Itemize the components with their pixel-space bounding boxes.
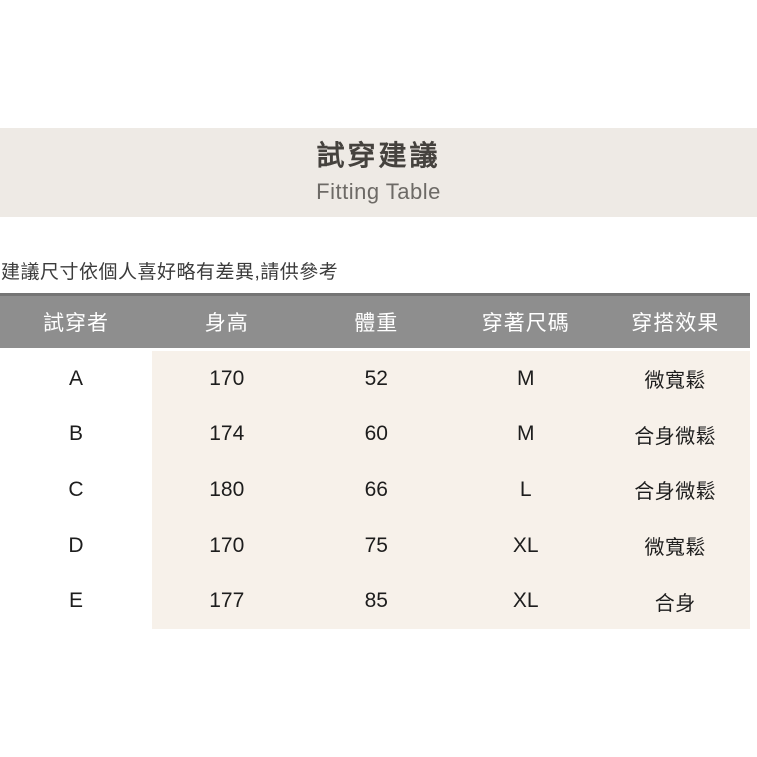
height-cell: 170 (152, 351, 302, 407)
table-header-row: 試穿者 身高 體重 穿著尺碼 穿搭效果 (0, 293, 750, 348)
size-note: 建議尺寸依個人喜好略有差異,請供參考 (1, 262, 339, 283)
wearer-cell: E (0, 573, 152, 629)
table-row: D 170 75 XL 微寬鬆 (0, 517, 750, 574)
height-cell: 170 (152, 517, 302, 574)
height-cell: 180 (152, 462, 302, 518)
weight-cell: 75 (301, 517, 451, 574)
fitting-table: 試穿者 身高 體重 穿著尺碼 穿搭效果 A 170 52 M 微寬鬆 B 174… (0, 293, 750, 629)
wearer-cell: A (0, 351, 152, 407)
column-header-size: 穿著尺碼 (481, 312, 570, 335)
table-row: E 177 85 XL 合身 (0, 573, 750, 629)
weight-cell: 60 (301, 406, 451, 463)
column-header-height: 身高 (204, 312, 249, 335)
wearer-cell: B (0, 406, 152, 463)
height-cell: 174 (152, 406, 302, 463)
page-subtitle: Fitting Table (316, 178, 441, 204)
effect-cell: 微寬鬆 (600, 517, 750, 574)
effect-cell: 微寬鬆 (600, 351, 750, 407)
wearer-cell: C (0, 462, 152, 518)
size-cell: M (451, 351, 601, 407)
size-cell: M (451, 406, 601, 463)
weight-cell: 85 (301, 573, 451, 629)
column-header-wearer: 試穿者 (43, 312, 109, 335)
height-cell: 177 (152, 573, 302, 629)
size-cell: XL (451, 517, 601, 574)
title-band: 試穿建議 Fitting Table (0, 128, 757, 217)
size-cell: XL (451, 573, 601, 629)
wearer-cell: D (0, 517, 152, 574)
column-header-effect: 穿搭效果 (631, 312, 720, 335)
column-header-weight: 體重 (354, 312, 399, 335)
table-body: A 170 52 M 微寬鬆 B 174 60 M 合身微鬆 C 180 66 … (0, 351, 750, 629)
table-row: B 174 60 M 合身微鬆 (0, 406, 750, 463)
effect-cell: 合身微鬆 (600, 462, 750, 518)
table-row: C 180 66 L 合身微鬆 (0, 462, 750, 518)
table-row: A 170 52 M 微寬鬆 (0, 351, 750, 407)
size-cell: L (451, 462, 601, 518)
effect-cell: 合身微鬆 (600, 406, 750, 463)
page-title: 試穿建議 (316, 139, 441, 171)
effect-cell: 合身 (600, 573, 750, 629)
weight-cell: 52 (301, 351, 451, 407)
weight-cell: 66 (301, 462, 451, 518)
